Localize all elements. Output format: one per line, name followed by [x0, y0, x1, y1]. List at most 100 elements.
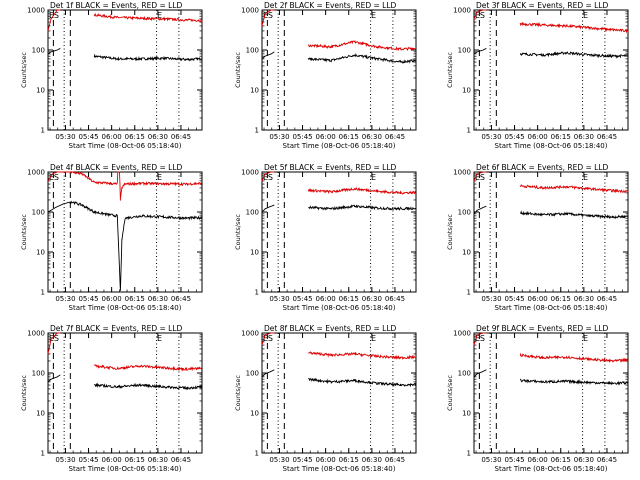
- y-tick-label: 1: [255, 450, 259, 458]
- marker-s: S: [268, 334, 273, 343]
- x-tick-label: 05:45: [504, 456, 524, 464]
- x-tick-label: 06:30: [574, 133, 594, 141]
- marker-e-right: E: [157, 11, 162, 20]
- y-tick-label: 100: [458, 209, 471, 217]
- y-tick-label: 1000: [453, 7, 471, 15]
- x-tick-label: 06:15: [339, 456, 359, 464]
- x-tick-label: 05:30: [269, 133, 289, 141]
- marker-s: S: [480, 334, 485, 343]
- x-tick-label: 06:45: [385, 295, 405, 303]
- x-axis-label: Start Time (08-Oct-06 05:18:40): [69, 142, 182, 150]
- panel-det-6: Det 6f BLACK = Events, RED = LLD 1 10 100 10…: [446, 163, 629, 312]
- y-tick-label: 1: [467, 450, 471, 458]
- panel-det-9: Det 9f BLACK = Events, RED = LLD 1 10 100 10…: [446, 324, 629, 473]
- x-tick-label: 05:30: [481, 456, 501, 464]
- plot-frame: [47, 171, 203, 293]
- y-tick-label: 1: [41, 450, 45, 458]
- x-axis-label: Start Time (08-Oct-06 05:18:40): [283, 465, 396, 473]
- y-tick-label: 10: [250, 410, 259, 418]
- marker-s: S: [268, 11, 273, 20]
- marker-e-left: E: [49, 11, 54, 20]
- x-tick-label: 06:30: [362, 456, 382, 464]
- y-tick-label: 1000: [453, 330, 471, 338]
- series-line-events: [261, 51, 417, 64]
- x-tick-label: 05:45: [78, 295, 98, 303]
- y-tick-label: 1000: [241, 7, 259, 15]
- y-axis-label: Counts/sec: [446, 52, 454, 88]
- series-line-lld: [473, 332, 628, 363]
- panel-det-7: Det 7f BLACK = Events, RED = LLD 1 10 100 10…: [20, 324, 203, 473]
- x-tick-label: 05:45: [504, 133, 524, 141]
- x-tick-label: 06:45: [171, 456, 191, 464]
- x-tick-label: 06:30: [574, 456, 594, 464]
- x-tick-label: 06:15: [551, 295, 571, 303]
- marker-s: S: [480, 11, 485, 20]
- marker-e-right: E: [371, 173, 376, 182]
- chart-title: Det 1f BLACK = Events, RED = LLD: [50, 1, 183, 10]
- series-line-events: [473, 369, 629, 386]
- y-tick-label: 10: [250, 249, 259, 257]
- y-tick-label: 10: [36, 410, 45, 418]
- series-line-events: [47, 47, 203, 62]
- y-tick-label: 100: [246, 47, 259, 55]
- y-tick-label: 1000: [27, 330, 45, 338]
- x-tick-label: 06:00: [316, 133, 336, 141]
- y-tick-label: 100: [246, 209, 259, 217]
- y-tick-label: 10: [250, 87, 259, 95]
- marker-e-right: E: [157, 173, 162, 182]
- x-tick-label: 06:00: [316, 456, 336, 464]
- plot-frame: [261, 9, 417, 131]
- marker-e-left: E: [49, 173, 54, 182]
- chart-title: Det 3f BLACK = Events, RED = LLD: [476, 1, 609, 10]
- marker-e-left: E: [263, 11, 268, 20]
- x-tick-label: 05:45: [78, 456, 98, 464]
- y-tick-label: 1: [41, 289, 45, 297]
- chart-title: Det 8f BLACK = Events, RED = LLD: [264, 324, 397, 333]
- y-tick-label: 10: [36, 249, 45, 257]
- y-tick-label: 100: [32, 47, 45, 55]
- series-line-lld: [47, 171, 203, 201]
- series-line-events: [473, 47, 629, 59]
- y-axis-label: Counts/sec: [20, 214, 28, 250]
- y-axis-label: Counts/sec: [234, 214, 242, 250]
- panel-det-3: Det 3f BLACK = Events, RED = LLD 1 10 100 10…: [446, 1, 629, 150]
- plot-frame: [47, 332, 203, 454]
- x-axis-label: Start Time (08-Oct-06 05:18:40): [495, 465, 608, 473]
- x-tick-label: 06:00: [316, 295, 336, 303]
- x-tick-label: 05:45: [292, 295, 312, 303]
- y-axis-label: Counts/sec: [446, 375, 454, 411]
- x-tick-label: 06:15: [551, 456, 571, 464]
- x-axis-label: Start Time (08-Oct-06 05:18:40): [495, 142, 608, 150]
- y-axis-label: Counts/sec: [234, 52, 242, 88]
- x-tick-label: 06:30: [148, 456, 168, 464]
- series-line-lld: [261, 171, 417, 195]
- x-axis-label: Start Time (08-Oct-06 05:18:40): [283, 142, 396, 150]
- x-tick-label: 05:45: [292, 456, 312, 464]
- x-tick-label: 06:15: [339, 295, 359, 303]
- x-axis-label: Start Time (08-Oct-06 05:18:40): [69, 304, 182, 312]
- plot-frame: [47, 9, 203, 131]
- plot-frame: [473, 171, 629, 293]
- y-tick-label: 1: [467, 127, 471, 135]
- x-tick-label: 06:00: [528, 456, 548, 464]
- x-tick-label: 05:30: [269, 295, 289, 303]
- x-tick-label: 06:30: [574, 295, 594, 303]
- x-tick-label: 06:30: [148, 133, 168, 141]
- x-tick-label: 06:45: [171, 295, 191, 303]
- panel-det-1: Det 1f BLACK = Events, RED = LLD 1 10 100 10…: [20, 1, 203, 150]
- x-tick-label: 06:45: [171, 133, 191, 141]
- chart-title: Det 5f BLACK = Events, RED = LLD: [264, 163, 397, 172]
- x-tick-label: 05:30: [269, 456, 289, 464]
- x-tick-label: 06:45: [597, 456, 617, 464]
- y-tick-label: 1000: [241, 330, 259, 338]
- series-line-lld: [261, 9, 417, 52]
- x-tick-label: 06:00: [528, 133, 548, 141]
- x-tick-label: 06:15: [125, 456, 145, 464]
- x-tick-label: 06:30: [362, 295, 382, 303]
- series-line-lld: [473, 9, 629, 34]
- x-tick-label: 06:00: [102, 133, 122, 141]
- series-line-events: [47, 200, 203, 291]
- x-tick-label: 06:45: [597, 133, 617, 141]
- marker-e-right: E: [157, 334, 162, 343]
